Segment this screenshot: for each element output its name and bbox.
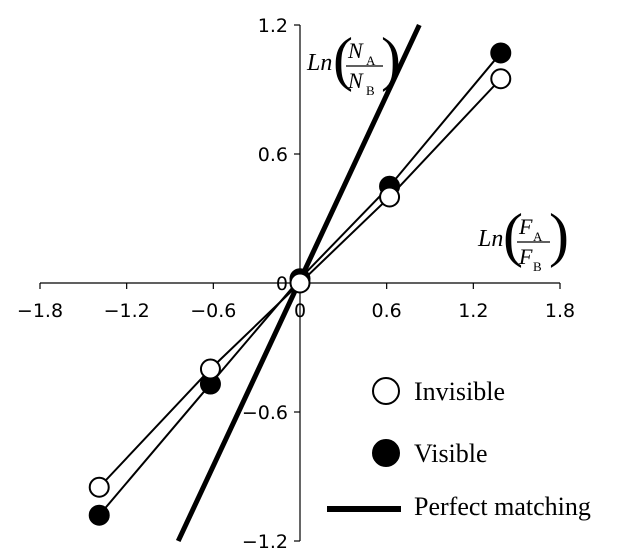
x-axis-label-denominator: F <box>518 244 533 269</box>
x-axis-label-numerator: F <box>518 214 533 239</box>
data-point-invisible <box>490 68 512 90</box>
legend-label-perfect-matching: Perfect matching <box>414 492 591 521</box>
series-layer <box>88 23 512 543</box>
legend-label-invisible: Invisible <box>414 377 505 406</box>
legend-marker-visible <box>372 439 400 467</box>
data-point-invisible <box>379 186 401 208</box>
data-point-invisible <box>289 272 311 294</box>
x-tick-label: −0.6 <box>190 300 236 322</box>
y-tick-label: −0.6 <box>242 402 288 424</box>
legend-label-visible: Visible <box>414 439 488 468</box>
data-point-invisible <box>88 476 110 498</box>
x-axis-label-close-paren: ) <box>549 202 569 268</box>
y-tick-label: −1.2 <box>242 531 288 549</box>
x-axis-label-open-paren: ( <box>503 202 523 268</box>
x-axis-label-denominator-sub: B <box>533 259 542 274</box>
x-axis-label-numerator-sub: A <box>533 229 543 244</box>
x-tick-label: 0 <box>294 300 306 322</box>
x-tick-label: 1.2 <box>458 300 488 322</box>
legend-marker-invisible <box>372 377 400 405</box>
y-tick-label: 0.6 <box>258 144 288 166</box>
data-point-invisible <box>199 358 221 380</box>
data-point-visible <box>490 42 512 64</box>
y-axis-label-denominator-sub: B <box>366 83 375 98</box>
y-tick-label: 0 <box>276 273 288 295</box>
y-axis-label-close-paren: ) <box>381 26 401 92</box>
y-tick-label: 1.2 <box>258 15 288 37</box>
legend: Invisible Visible Perfect matching <box>327 377 591 521</box>
x-tick-label: −1.8 <box>17 300 63 322</box>
y-axis-label-open-paren: ( <box>333 26 353 92</box>
y-axis-label-numerator-sub: A <box>366 53 376 68</box>
x-tick-label: 0.6 <box>372 300 402 322</box>
data-point-visible <box>88 504 110 526</box>
x-tick-label: 1.8 <box>545 300 575 322</box>
x-axis-label: Ln ( F A F B ) <box>477 202 569 274</box>
y-axis-label-prefix: Ln <box>306 50 332 76</box>
y-axis-label-numerator: N <box>347 38 364 63</box>
x-tick-label: −1.2 <box>104 300 150 322</box>
x-axis-label-prefix: Ln <box>477 226 503 252</box>
tick-labels: −1.8 −1.2 −0.6 0 0.6 1.2 1.8 −1.2 −0.6 0 0.6 1.2 <box>17 15 575 549</box>
y-axis-label-denominator: N <box>347 68 364 93</box>
y-axis-label: Ln ( N A N B ) <box>306 26 401 98</box>
